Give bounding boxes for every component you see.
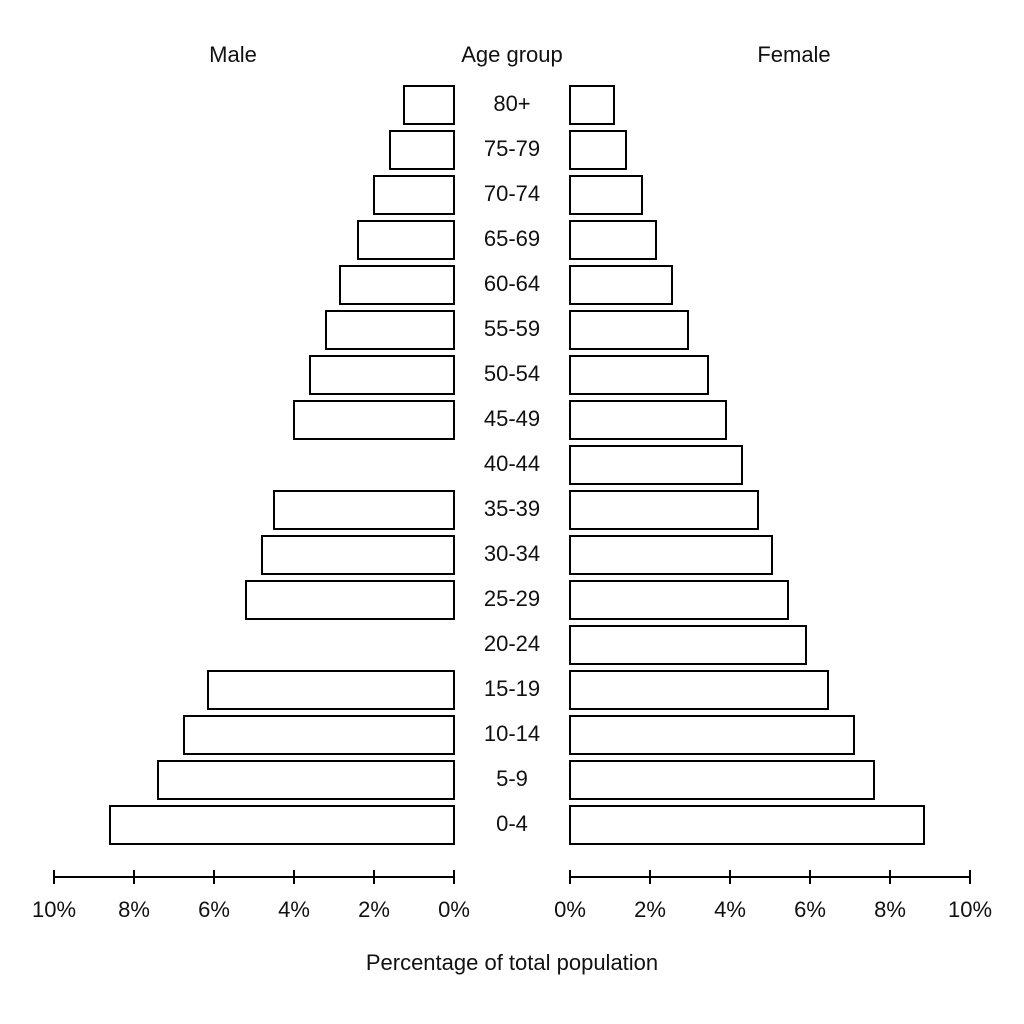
bar: [339, 265, 455, 305]
bar: [569, 445, 743, 485]
category-label: 30-34: [484, 541, 540, 566]
x-tick-label: 0%: [554, 897, 586, 922]
category-label: 15-19: [484, 676, 540, 701]
x-tick-label: 8%: [118, 897, 150, 922]
bar: [569, 670, 829, 710]
category-label: 50-54: [484, 361, 540, 386]
x-tick-label: 2%: [358, 897, 390, 922]
category-label: 20-24: [484, 631, 540, 656]
x-tick-label: 0%: [438, 897, 470, 922]
bar: [309, 355, 455, 395]
bar: [357, 220, 455, 260]
bar: [569, 715, 855, 755]
bar: [261, 535, 455, 575]
bar: [389, 130, 455, 170]
x-tick-label: 4%: [278, 897, 310, 922]
bar: [569, 310, 689, 350]
bar: [325, 310, 455, 350]
x-tick-label: 10%: [948, 897, 992, 922]
bar: [273, 490, 455, 530]
category-label: 45-49: [484, 406, 540, 431]
category-label: 70-74: [484, 181, 540, 206]
x-tick-label: 10%: [32, 897, 76, 922]
bar: [293, 400, 455, 440]
category-label: 65-69: [484, 226, 540, 251]
category-label: 80+: [493, 91, 530, 116]
bar: [569, 130, 627, 170]
bar: [569, 175, 643, 215]
bar: [569, 580, 789, 620]
category-label: 0-4: [496, 811, 528, 836]
bar: [183, 715, 455, 755]
bar: [569, 490, 759, 530]
bar: [157, 760, 455, 800]
category-label: 60-64: [484, 271, 540, 296]
side-header: Male: [209, 42, 257, 67]
side-header: Female: [757, 42, 830, 67]
category-header: Age group: [461, 42, 563, 67]
category-label: 25-29: [484, 586, 540, 611]
x-tick-label: 8%: [874, 897, 906, 922]
category-label: 40-44: [484, 451, 540, 476]
x-tick-label: 6%: [198, 897, 230, 922]
category-label: 10-14: [484, 721, 540, 746]
bar: [569, 85, 615, 125]
bar: [569, 625, 807, 665]
category-label: 35-39: [484, 496, 540, 521]
bar: [569, 535, 773, 575]
bar: [569, 220, 657, 260]
x-axis-label: Percentage of total population: [366, 950, 658, 975]
bar: [403, 85, 455, 125]
bar: [569, 400, 727, 440]
x-tick-label: 6%: [794, 897, 826, 922]
bar: [207, 670, 455, 710]
bar: [569, 760, 875, 800]
bar: [373, 175, 455, 215]
x-tick-label: 4%: [714, 897, 746, 922]
bar: [109, 805, 455, 845]
bar: [569, 805, 925, 845]
x-tick-label: 2%: [634, 897, 666, 922]
category-label: 5-9: [496, 766, 528, 791]
bar: [569, 265, 673, 305]
bar: [569, 355, 709, 395]
bar: [245, 580, 455, 620]
category-label: 75-79: [484, 136, 540, 161]
category-label: 55-59: [484, 316, 540, 341]
